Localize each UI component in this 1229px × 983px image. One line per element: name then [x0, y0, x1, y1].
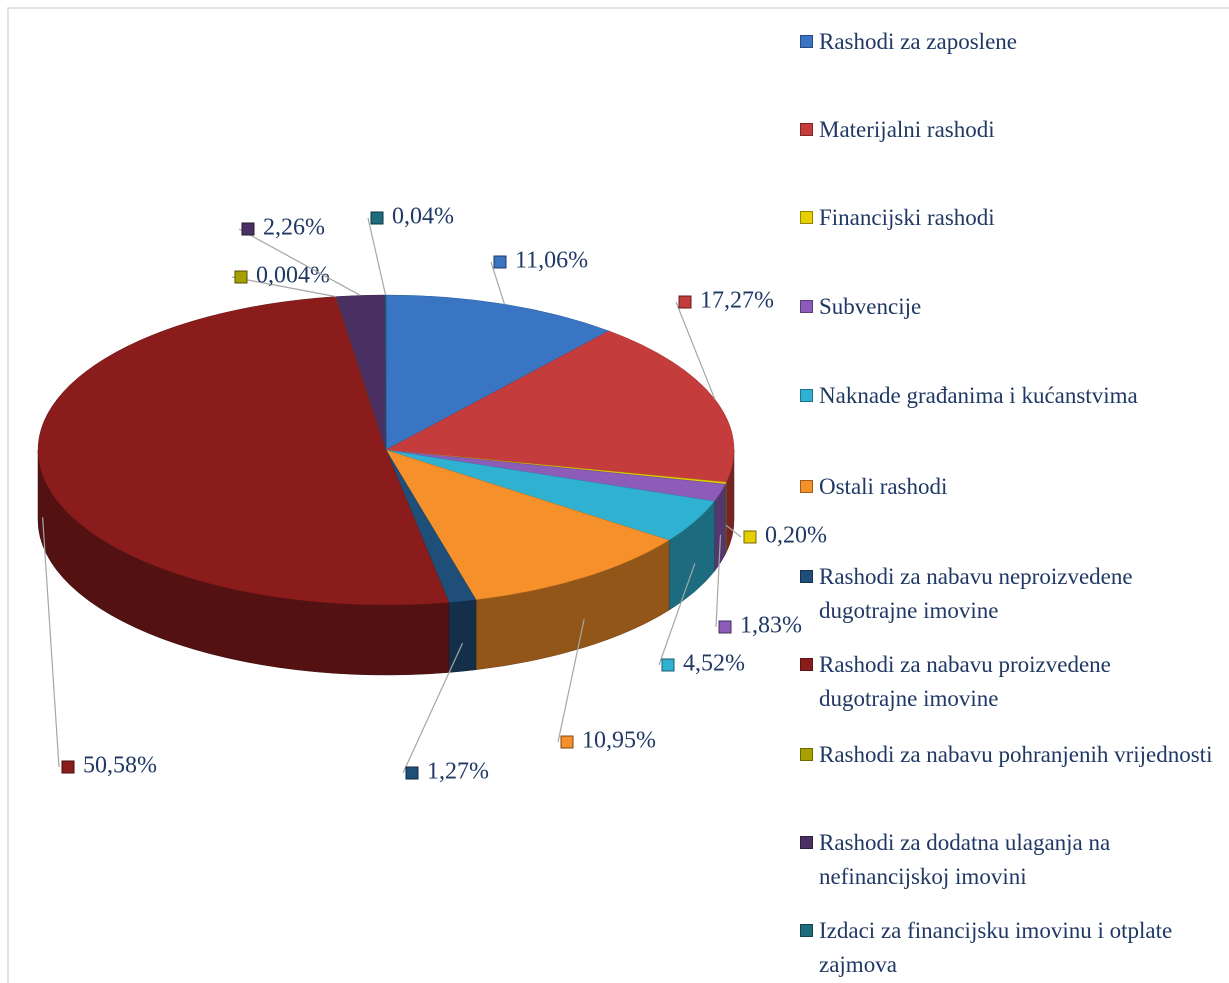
data-label: 2,26% [263, 215, 325, 241]
legend-label: Rashodi za nabavu proizvedene dugotrajne… [819, 652, 1111, 711]
legend-item: Financijski rashodi [800, 201, 1220, 235]
legend-swatch [800, 658, 813, 671]
data-label: 0,004% [256, 263, 330, 289]
leader-line [367, 217, 387, 296]
label-marker [241, 222, 255, 236]
label-marker [718, 620, 732, 634]
legend-swatch [800, 35, 813, 48]
legend-item: Rashodi za nabavu proizvedene dugotrajne… [800, 648, 1220, 716]
legend-item: Rashodi za dodatna ulaganja na nefinanci… [800, 826, 1220, 894]
legend-label: Ostali rashodi [819, 474, 948, 499]
legend-item: Rashodi za zaposlene [800, 25, 1220, 59]
data-label: 11,06% [515, 248, 588, 274]
legend-item: Izdaci za financijsku imovinu i otplate … [800, 914, 1220, 982]
leader-line [725, 524, 742, 538]
leader-line [42, 517, 60, 768]
frame [7, 7, 1229, 983]
legend-swatch [800, 480, 813, 493]
data-label: 0,04% [392, 204, 454, 230]
leader-line [490, 261, 506, 305]
legend-label: Rashodi za zaposlene [819, 29, 1017, 54]
leader-line [557, 619, 585, 743]
data-label: 50,58% [83, 753, 157, 779]
legend-label: Rashodi za nabavu neproizvedene dugotraj… [819, 564, 1133, 623]
leader-line [231, 276, 336, 298]
leader-line [402, 642, 464, 774]
data-label: 10,95% [582, 728, 656, 754]
legend-swatch [800, 570, 813, 583]
label-marker [370, 211, 384, 225]
legend-item: Ostali rashodi [800, 470, 1220, 504]
legend-swatch [800, 924, 813, 937]
data-label: 0,20% [765, 523, 827, 549]
legend-label: Izdaci za financijsku imovinu i otplate … [819, 918, 1173, 977]
leader-line [238, 228, 361, 296]
legend-item: Rashodi za nabavu pohranjenih vrijednost… [800, 738, 1220, 772]
legend-item: Rashodi za nabavu neproizvedene dugotraj… [800, 560, 1220, 628]
label-marker [493, 255, 507, 269]
legend-label: Rashodi za dodatna ulaganja na nefinanci… [819, 830, 1111, 889]
legend-label: Subvencije [819, 294, 922, 319]
slice [385, 294, 610, 451]
legend-swatch [800, 748, 813, 761]
legend-swatch [800, 211, 813, 224]
legend-label: Naknade građanima i kućanstvima [819, 383, 1138, 408]
data-label: 17,27% [700, 288, 774, 314]
leader-line [715, 534, 722, 628]
legend-swatch [800, 836, 813, 849]
legend-swatch [800, 300, 813, 313]
legend-item: Materijalni rashodi [800, 113, 1220, 147]
legend-item: Naknade građanima i kućanstvima [800, 379, 1220, 413]
data-label: 4,52% [683, 651, 745, 677]
label-marker [560, 735, 574, 749]
label-marker [661, 658, 675, 672]
label-marker [234, 270, 248, 284]
legend-label: Financijski rashodi [819, 205, 995, 230]
slice-side [448, 599, 477, 673]
legend-item: Subvencije [800, 290, 1220, 324]
data-label: 1,83% [740, 613, 802, 639]
legend-swatch [800, 123, 813, 136]
legend-label: Materijalni rashodi [819, 117, 995, 142]
leader-line [675, 301, 716, 400]
label-marker [743, 530, 757, 544]
legend-label: Rashodi za nabavu pohranjenih vrijednost… [819, 742, 1213, 767]
slice [385, 449, 670, 600]
label-marker [405, 766, 419, 780]
slice [37, 296, 450, 606]
label-marker [61, 760, 75, 774]
label-marker [678, 295, 692, 309]
leader-line [658, 563, 696, 666]
data-label: 1,27% [427, 759, 489, 785]
legend-swatch [800, 389, 813, 402]
